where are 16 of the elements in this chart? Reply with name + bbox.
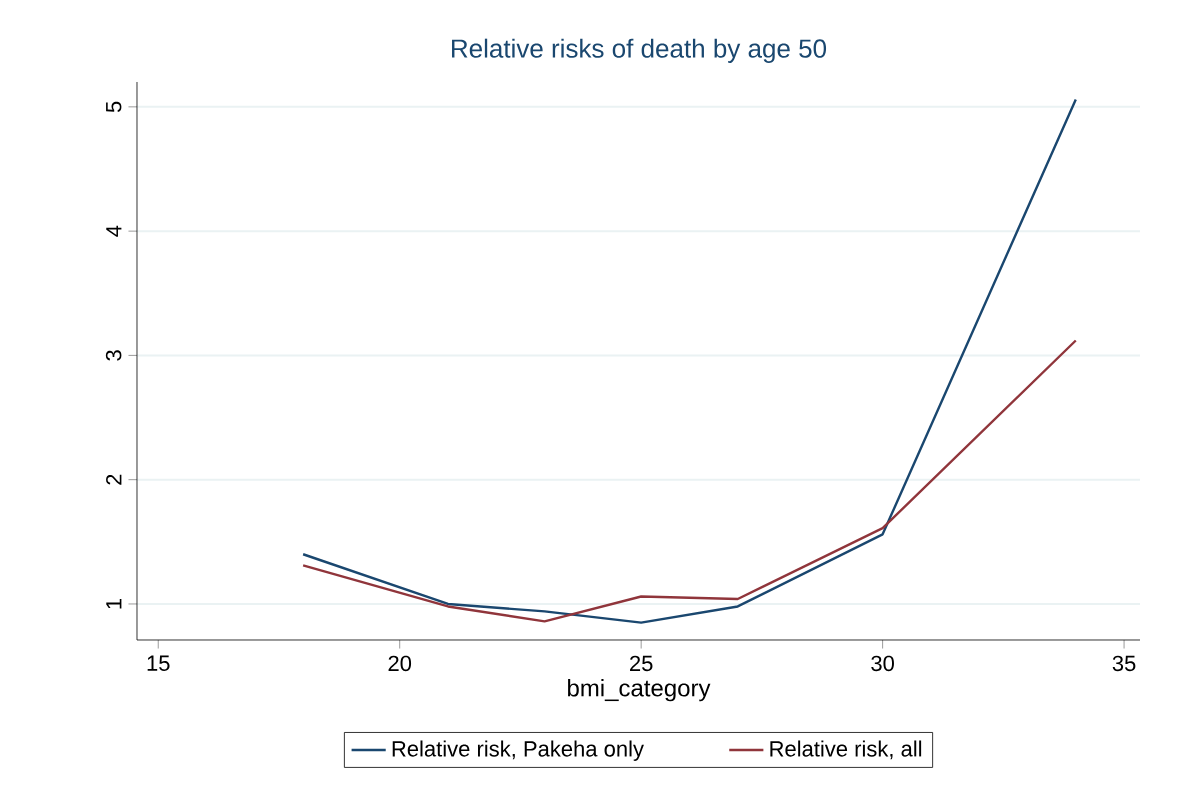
- chart-title: Relative risks of death by age 50: [452, 38, 827, 63]
- line-series: [301, 339, 1077, 623]
- x-tick-label: 25: [630, 655, 653, 672]
- x-tick-label: 35: [1112, 655, 1136, 672]
- x-tick-label: 15: [147, 655, 170, 671]
- x-axis-title: bmi_category: [568, 678, 711, 702]
- x-tick-label: 30: [871, 655, 894, 672]
- legend-label: Relative risk, Pakeha only: [392, 740, 644, 761]
- y-tick-label: 1: [106, 598, 122, 609]
- line-series: [301, 98, 1077, 624]
- x-tick-label: 20: [388, 655, 412, 672]
- legend-label: Relative risk, all: [770, 740, 922, 760]
- y-tick-label: 4: [106, 225, 122, 237]
- y-tick-label: 5: [106, 101, 122, 113]
- y-tick-label: 3: [105, 350, 122, 361]
- y-tick-label: 2: [106, 474, 122, 485]
